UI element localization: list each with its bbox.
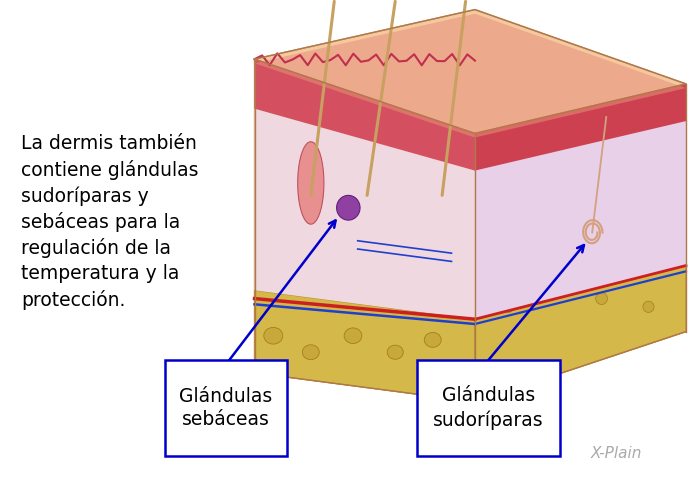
Ellipse shape xyxy=(344,328,362,344)
Text: X-Plain: X-Plain xyxy=(590,446,642,461)
Ellipse shape xyxy=(596,293,608,304)
Text: Glándulas
sebáceas: Glándulas sebáceas xyxy=(179,387,272,429)
FancyBboxPatch shape xyxy=(164,360,287,456)
Polygon shape xyxy=(475,121,686,319)
Polygon shape xyxy=(255,14,686,138)
Polygon shape xyxy=(255,290,475,402)
FancyBboxPatch shape xyxy=(416,360,560,456)
Polygon shape xyxy=(475,84,686,402)
Polygon shape xyxy=(298,142,324,224)
Text: Glándulas
sudoríparas: Glándulas sudoríparas xyxy=(433,386,544,430)
Ellipse shape xyxy=(502,301,514,312)
Polygon shape xyxy=(255,10,686,133)
Polygon shape xyxy=(255,59,475,170)
Polygon shape xyxy=(475,84,686,170)
Ellipse shape xyxy=(548,284,561,297)
Ellipse shape xyxy=(387,345,403,360)
Text: La dermis también
contiene glándulas
sudoríparas y
sebáceas para la
regulación d: La dermis también contiene glándulas sud… xyxy=(21,134,199,310)
Ellipse shape xyxy=(302,345,319,360)
Polygon shape xyxy=(255,108,475,319)
Ellipse shape xyxy=(264,327,283,344)
Polygon shape xyxy=(475,265,686,402)
Ellipse shape xyxy=(337,195,360,220)
Polygon shape xyxy=(255,59,475,402)
Ellipse shape xyxy=(424,333,441,347)
Ellipse shape xyxy=(643,301,654,312)
